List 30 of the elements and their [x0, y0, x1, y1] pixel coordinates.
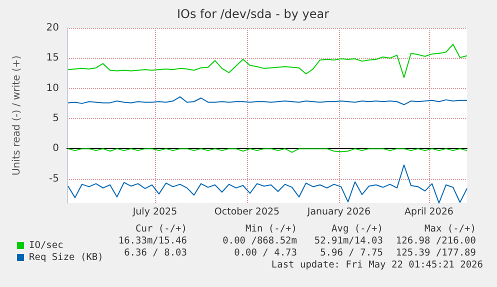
text: Max (-/+): [424, 224, 476, 234]
line-series: [68, 164, 468, 204]
y-tick-label: -5: [49, 173, 59, 184]
text: 52.91m/14.03: [314, 236, 384, 246]
y-tick-label: 15: [46, 52, 59, 64]
text: 0.00 /868.52m: [222, 236, 298, 246]
line-series: [68, 44, 468, 78]
text: Last update: Fri May 22 01:45:21 2026: [271, 260, 484, 270]
text: 125.39 /177.89: [396, 248, 476, 258]
line-series: [68, 96, 468, 106]
text: Min (-/+): [246, 224, 298, 234]
text: Cur (-/+): [136, 224, 188, 234]
y-tick-label: 10: [46, 82, 59, 94]
text: 5.96 / 7.75: [320, 248, 384, 258]
y-tick-label: 20: [46, 22, 59, 34]
x-tick-label: October 2025: [214, 206, 280, 218]
text: 126.98 /216.00: [396, 236, 476, 246]
y-tick-label: 0: [52, 143, 59, 154]
y-axis-title: Units read (-) / write (+): [12, 55, 22, 176]
text: Avg (-/+): [332, 224, 384, 234]
x-tick-label: July 2025: [132, 206, 178, 218]
legend-label: IO/sec: [29, 240, 64, 251]
x-tick-label: April 2026: [404, 206, 454, 218]
legend-label: Req Size (KB): [29, 252, 104, 263]
text: 16.33m/15.46: [118, 236, 188, 246]
text: 6.36 / 8.03: [124, 248, 188, 258]
text: 0.00 / 4.73: [234, 248, 298, 258]
chart-title: IOs for /dev/sda - by year: [176, 7, 330, 21]
y-tick-label: 5: [52, 113, 59, 124]
x-tick-label: January 2026: [306, 206, 371, 218]
